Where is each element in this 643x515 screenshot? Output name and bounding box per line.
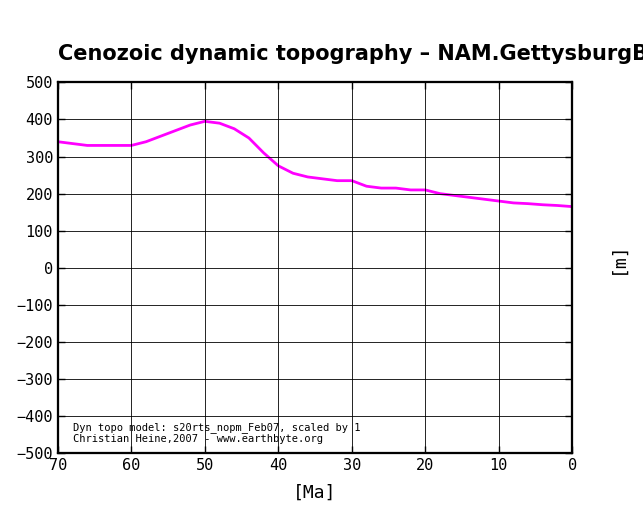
X-axis label: [Ma]: [Ma] xyxy=(293,484,337,502)
Text: Cenozoic dynamic topography – NAM.GettysburgBasin: Cenozoic dynamic topography – NAM.Gettys… xyxy=(58,44,643,64)
Text: [m]: [m] xyxy=(608,241,626,274)
Text: Dyn topo model: s20rts_nopm_Feb07, scaled by 1
Christian Heine,2007 - www.earthb: Dyn topo model: s20rts_nopm_Feb07, scale… xyxy=(73,422,360,444)
